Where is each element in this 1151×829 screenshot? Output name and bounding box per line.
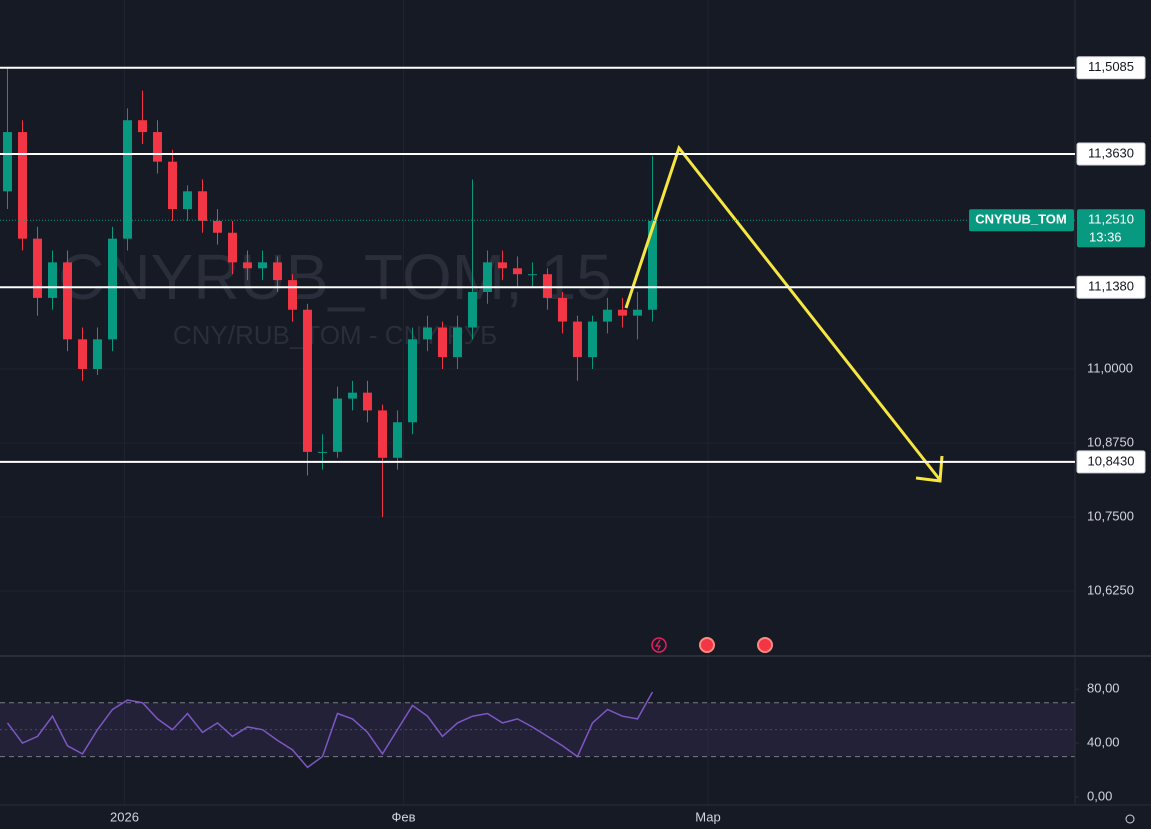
candle-body: [617, 309, 627, 316]
candle-body: [572, 321, 582, 358]
candle-body: [152, 132, 162, 162]
candle-body: [212, 220, 222, 233]
candle-body: [482, 262, 492, 292]
candle-body: [437, 327, 447, 358]
level-label: 11,3630: [1088, 145, 1134, 160]
candle-body: [182, 191, 192, 210]
candle-body: [32, 238, 42, 298]
price-box: [1077, 209, 1145, 248]
candle-body: [557, 297, 567, 322]
candle-body: [587, 321, 597, 358]
candle-body: [302, 309, 312, 452]
candle-body: [17, 132, 27, 239]
candle-body: [227, 232, 237, 263]
y-tick-label: 10,8750: [1087, 434, 1134, 449]
level-label: 11,1380: [1088, 279, 1134, 294]
event-icon[interactable]: [651, 637, 667, 653]
rsi-tick-label: 80,00: [1087, 681, 1120, 696]
symbol-box: [969, 209, 1074, 232]
candle-body: [527, 274, 537, 276]
price-label: 11,2510: [1088, 212, 1134, 227]
x-tick-label: Мар: [695, 809, 720, 824]
candle-body: [632, 309, 642, 316]
candle-body: [197, 191, 207, 221]
y-tick-label: 10,6250: [1087, 582, 1134, 597]
rsi-tick-label: 0,00: [1087, 788, 1112, 803]
candle-body: [257, 262, 267, 269]
candle-body: [287, 280, 297, 310]
candle-body: [137, 120, 147, 133]
candle-body: [242, 262, 252, 269]
watermark-sub: CNY/RUB_TOM - CNY/РУБ: [173, 320, 497, 350]
candle-body: [272, 262, 282, 281]
candle-body: [467, 291, 477, 328]
candle-body: [407, 339, 417, 423]
candle-body: [77, 339, 87, 369]
candle-body: [2, 132, 12, 192]
y-tick-label: 11,0000: [1087, 360, 1133, 375]
candle-body: [92, 339, 102, 369]
level-label: 11,5085: [1088, 59, 1134, 74]
settings-icon[interactable]: [1125, 814, 1135, 824]
symbol-label: CNYRUB_TOM: [975, 212, 1067, 227]
rsi-tick-label: 40,00: [1087, 735, 1120, 750]
watermark: CNYRUB_TOM, 15: [58, 241, 612, 313]
level-label: 10,8430: [1088, 453, 1135, 468]
candle-body: [542, 274, 552, 298]
candle-body: [497, 262, 507, 269]
level-label-box: [1076, 142, 1146, 166]
candle-body: [107, 238, 117, 340]
candle-body: [317, 451, 327, 453]
event-icon[interactable]: [757, 637, 773, 653]
x-tick-label: Фев: [391, 809, 415, 824]
plot-layer: [0, 0, 1075, 805]
rsi-line: [6, 691, 654, 769]
countdown-label: 13:36: [1089, 230, 1122, 245]
level-label-box: [1076, 450, 1146, 474]
candle-body: [167, 161, 177, 210]
candle-body: [602, 309, 612, 322]
candle-body: [47, 262, 57, 298]
candle-body: [377, 410, 387, 458]
candle-body: [332, 398, 342, 452]
event-icon-bolt: [654, 639, 662, 651]
level-label-box: [1076, 56, 1146, 80]
trend-arrow: [624, 144, 942, 481]
candle-body: [62, 262, 72, 340]
y-tick-label: 10,7500: [1087, 508, 1134, 523]
candle-body: [452, 327, 462, 358]
arrow-head: [915, 455, 944, 483]
candle-body: [122, 120, 132, 239]
candle-body: [392, 422, 402, 458]
candle-body: [512, 268, 522, 275]
candle-body: [362, 392, 372, 411]
x-tick-label: 2026: [110, 809, 139, 824]
candle-body: [347, 392, 357, 399]
level-label-box: [1076, 275, 1146, 299]
candle-body: [422, 327, 432, 340]
event-icon[interactable]: [699, 637, 715, 653]
candle-body: [647, 220, 657, 310]
